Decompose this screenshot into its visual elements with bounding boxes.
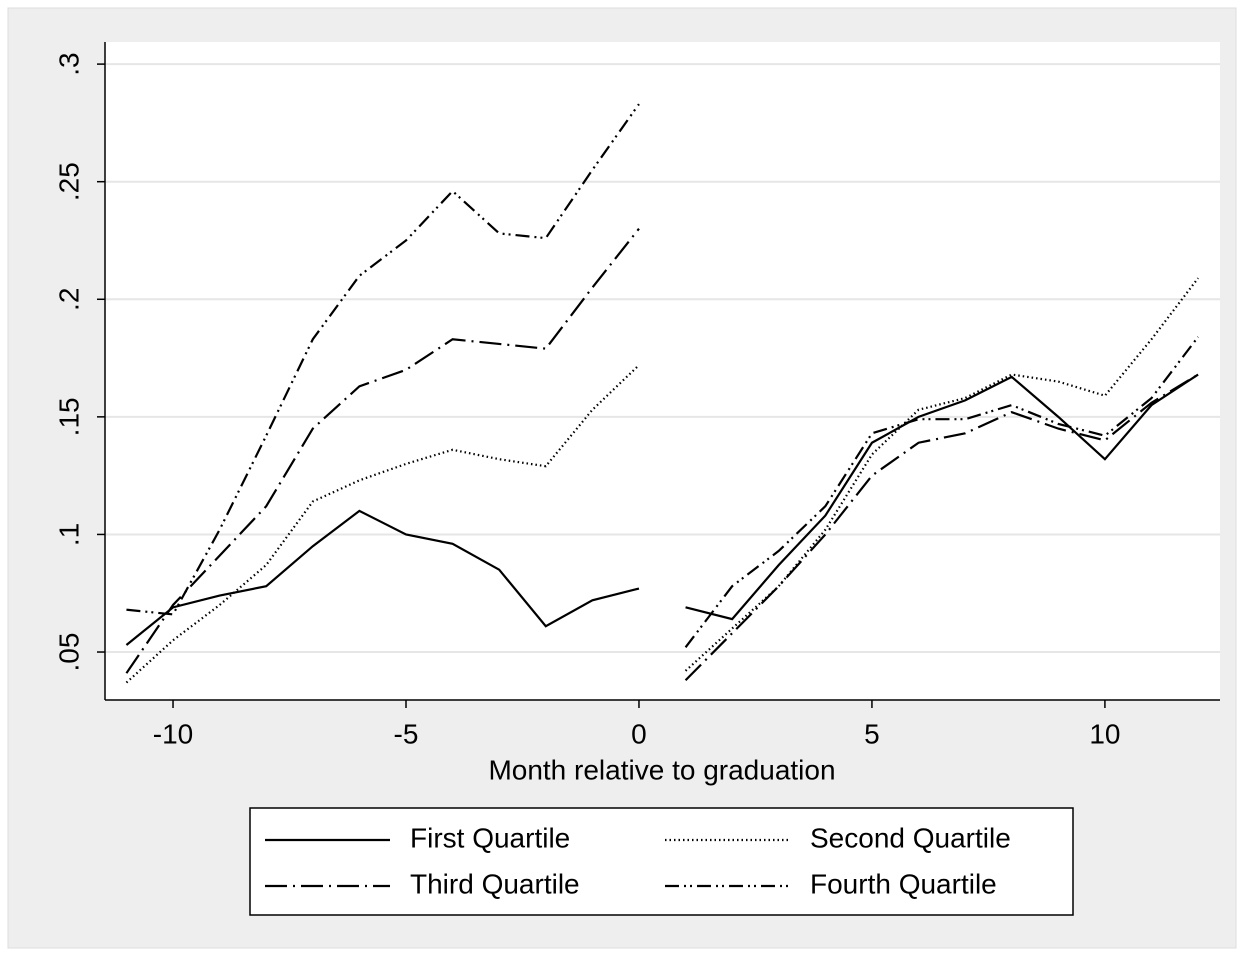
legend-label: First Quartile — [410, 822, 570, 853]
x-axis-label: Month relative to graduation — [488, 754, 835, 785]
series-line — [125, 509, 640, 646]
series-line — [684, 336, 1199, 648]
legend-label: Second Quartile — [810, 822, 1011, 853]
x-tick-label: -10 — [153, 718, 193, 749]
series-line — [126, 103, 640, 616]
legend — [249, 807, 1074, 916]
series-line — [685, 373, 1199, 621]
y-tick-label: .1 — [53, 523, 84, 546]
plot-area — [105, 42, 1220, 700]
x-tick-label: 0 — [631, 718, 647, 749]
x-tick-label: 10 — [1089, 718, 1120, 749]
y-tick-label: .2 — [53, 288, 84, 311]
y-tick-label: .05 — [53, 633, 84, 672]
legend-label: Third Quartile — [410, 868, 580, 899]
y-tick-label: .15 — [53, 397, 84, 436]
y-tick-label: .25 — [53, 162, 84, 201]
series-line — [125, 364, 640, 684]
x-tick-label: -5 — [394, 718, 419, 749]
x-tick-label: 5 — [864, 718, 880, 749]
legend-label: Fourth Quartile — [810, 868, 997, 899]
series-line — [125, 228, 640, 674]
y-tick-label: .3 — [53, 52, 84, 75]
series-line — [684, 373, 1199, 682]
